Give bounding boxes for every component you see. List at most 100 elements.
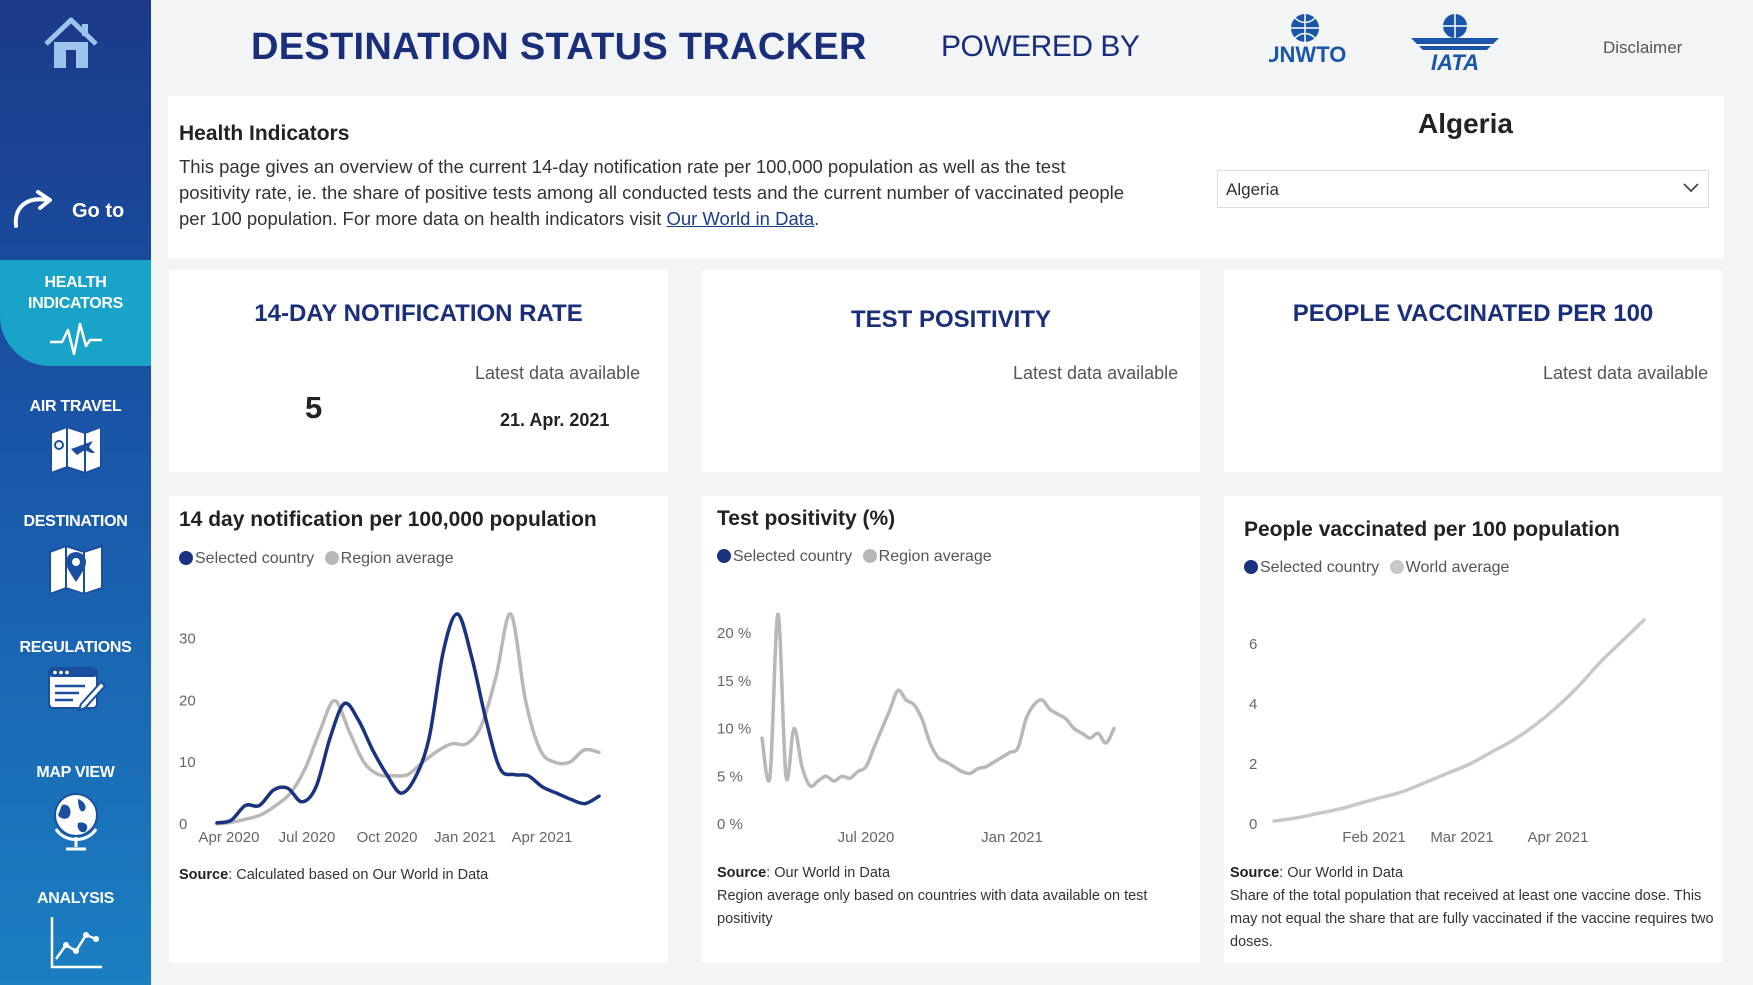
source-text: : Our World in Data xyxy=(766,865,891,881)
chevron-down-icon xyxy=(1683,183,1699,193)
kpi-title: TEST POSITIVITY xyxy=(850,306,1052,333)
powered-by-label: POWERED BY xyxy=(941,30,1140,63)
chart-source: Source: Our World in Data Share of the to… xyxy=(1230,862,1716,954)
country-dropdown-value: Algeria xyxy=(1226,180,1279,199)
selected-country-name: Algeria xyxy=(1418,108,1513,139)
chart-note: Share of the total population that recei… xyxy=(1230,888,1714,950)
heartbeat-icon xyxy=(49,322,102,356)
chart-legend: Selected country World average xyxy=(1244,559,1509,577)
x-tick-label: Jan 2021 xyxy=(434,829,496,846)
x-tick-label: Apr 2021 xyxy=(1528,829,1589,846)
disclaimer-link[interactable]: Disclaimer xyxy=(1603,38,1683,57)
chart-panel-notification: 14 day notification per 100,000 populati… xyxy=(169,496,668,963)
source-label: Source xyxy=(179,867,229,883)
y-tick-label: 0 xyxy=(179,816,187,833)
y-tick-label: 30 xyxy=(179,631,196,648)
source-label: Source xyxy=(1230,865,1280,881)
y-tick-label: 20 % xyxy=(717,625,751,642)
series-line-world-average[interactable] xyxy=(1272,618,1646,823)
chart-title: Test positivity (%) xyxy=(717,507,896,530)
y-tick-label: 5 % xyxy=(717,768,743,785)
kpi-notification-rate: 14-DAY NOTIFICATION RATE Latest data ava… xyxy=(169,270,668,472)
unwto-logo-text: UNWTO xyxy=(1269,42,1346,67)
x-tick-label: Apr 2020 xyxy=(199,829,260,846)
line-chart-icon xyxy=(50,917,102,969)
x-tick-label: Jan 2021 xyxy=(981,829,1043,846)
page-title: DESTINATION STATUS TRACKER xyxy=(251,26,867,68)
kpi-people-vaccinated: PEOPLE VACCINATED PER 100 Latest data av… xyxy=(1224,270,1722,472)
notification-chart[interactable]: 0 10 20 30 Apr 2020 Jul 2020 Oct 2020 Jan 2021 A… xyxy=(169,586,668,846)
x-tick-label: Apr 2021 xyxy=(512,829,573,846)
chart-source: Source: Our World in Data Region average … xyxy=(717,862,1187,931)
legend-dot xyxy=(862,549,877,563)
nav-label: HEALTH INDICATORS xyxy=(27,274,124,312)
y-tick-label: 4 xyxy=(1249,696,1257,713)
globe-icon xyxy=(53,793,98,851)
y-tick-label: 0 xyxy=(1249,816,1257,833)
chart-source: Source: Calculated based on Our World in… xyxy=(179,864,488,887)
iata-logo-text: IATA xyxy=(1431,50,1479,74)
nav-air-travel[interactable]: AIR TRAVEL xyxy=(0,384,151,477)
nav-destination[interactable]: DESTINATION xyxy=(0,499,151,598)
header: DESTINATION STATUS TRACKER POWERED BY UN… xyxy=(151,0,1753,95)
nav-label: ANALYSIS xyxy=(36,890,115,907)
document-edit-icon xyxy=(47,667,106,712)
back-arrow-icon xyxy=(13,190,52,228)
nav-health-indicators[interactable]: HEALTH INDICATORS xyxy=(0,260,151,366)
legend-selected: Selected country xyxy=(1260,559,1380,576)
source-text: : Our World in Data xyxy=(1279,865,1404,881)
nav-label: REGULATIONS xyxy=(19,639,132,656)
description-end: . xyxy=(814,208,820,229)
y-tick-label: 2 xyxy=(1249,756,1257,773)
legend-dot xyxy=(717,549,731,563)
home-icon[interactable] xyxy=(42,16,100,72)
y-tick-label: 0 % xyxy=(717,816,743,833)
legend-region: Region average xyxy=(340,550,454,567)
chart-panel-test-positivity: Test positivity (%) Selected country Reg… xyxy=(702,496,1200,963)
chart-panel-vaccinated: People vaccinated per 100 population Sel… xyxy=(1224,496,1722,963)
map-pin-icon xyxy=(48,544,103,596)
x-tick-label: Jul 2020 xyxy=(838,829,895,846)
legend-selected: Selected country xyxy=(733,548,853,565)
series-line-selected-country[interactable] xyxy=(215,612,601,825)
country-dropdown[interactable]: Algeria xyxy=(1217,170,1709,208)
vaccinated-chart[interactable]: 0 2 4 6 Feb 2021 Mar 2021 Apr 2021 xyxy=(1224,596,1722,846)
nav-label: AIR TRAVEL xyxy=(29,398,122,415)
y-tick-label: 6 xyxy=(1249,636,1257,653)
legend-dot xyxy=(179,551,193,565)
x-tick-label: Oct 2020 xyxy=(357,829,418,846)
kpi-test-positivity: TEST POSITIVITY Latest data available xyxy=(702,270,1200,472)
kpi-title: 14-DAY NOTIFICATION RATE xyxy=(254,300,583,327)
kpi-latest-label: Latest data available xyxy=(475,363,641,383)
kpi-latest-label: Latest data available xyxy=(1543,363,1709,383)
y-tick-label: 20 xyxy=(179,692,196,709)
legend-dot xyxy=(324,551,339,565)
goto-button[interactable]: Go to xyxy=(8,188,148,234)
nav-analysis[interactable]: ANALYSIS xyxy=(0,876,151,971)
chart-title: People vaccinated per 100 population xyxy=(1244,518,1620,541)
y-tick-label: 15 % xyxy=(717,673,751,690)
kpi-title: PEOPLE VACCINATED PER 100 xyxy=(1292,300,1654,327)
unwto-logo[interactable]: UNWTO xyxy=(1269,12,1349,76)
kpi-latest-label: Latest data available xyxy=(1013,363,1179,383)
x-tick-label: Mar 2021 xyxy=(1430,829,1493,846)
kpi-date: 21. Apr. 2021 xyxy=(500,410,610,430)
legend-dot xyxy=(1389,560,1404,574)
legend-region: Region average xyxy=(878,548,992,565)
test-positivity-chart[interactable]: 0 % 5 % 10 % 15 % 20 % Jul 2020 Jan 2021 xyxy=(702,586,1200,846)
nav-label: DESTINATION xyxy=(23,513,128,530)
x-tick-label: Jul 2020 xyxy=(279,829,336,846)
goto-label: Go to xyxy=(72,200,125,222)
health-indicators-info-panel: Health Indicators This page gives an ove… xyxy=(168,96,1724,258)
nav-map-view[interactable]: MAP VIEW xyxy=(0,750,151,855)
source-label: Source xyxy=(717,865,767,881)
x-tick-label: Feb 2021 xyxy=(1342,829,1405,846)
series-line-region-average[interactable] xyxy=(215,612,601,826)
map-plane-icon xyxy=(49,425,102,475)
iata-logo[interactable]: IATA xyxy=(1409,12,1501,74)
y-tick-label: 10 % xyxy=(717,721,751,738)
nav-regulations[interactable]: REGULATIONS xyxy=(0,625,151,712)
series-line-region-average[interactable] xyxy=(760,612,1116,789)
section-description: This page gives an overview of the curre… xyxy=(179,154,1139,232)
our-world-in-data-link[interactable]: Our World in Data xyxy=(666,208,815,229)
